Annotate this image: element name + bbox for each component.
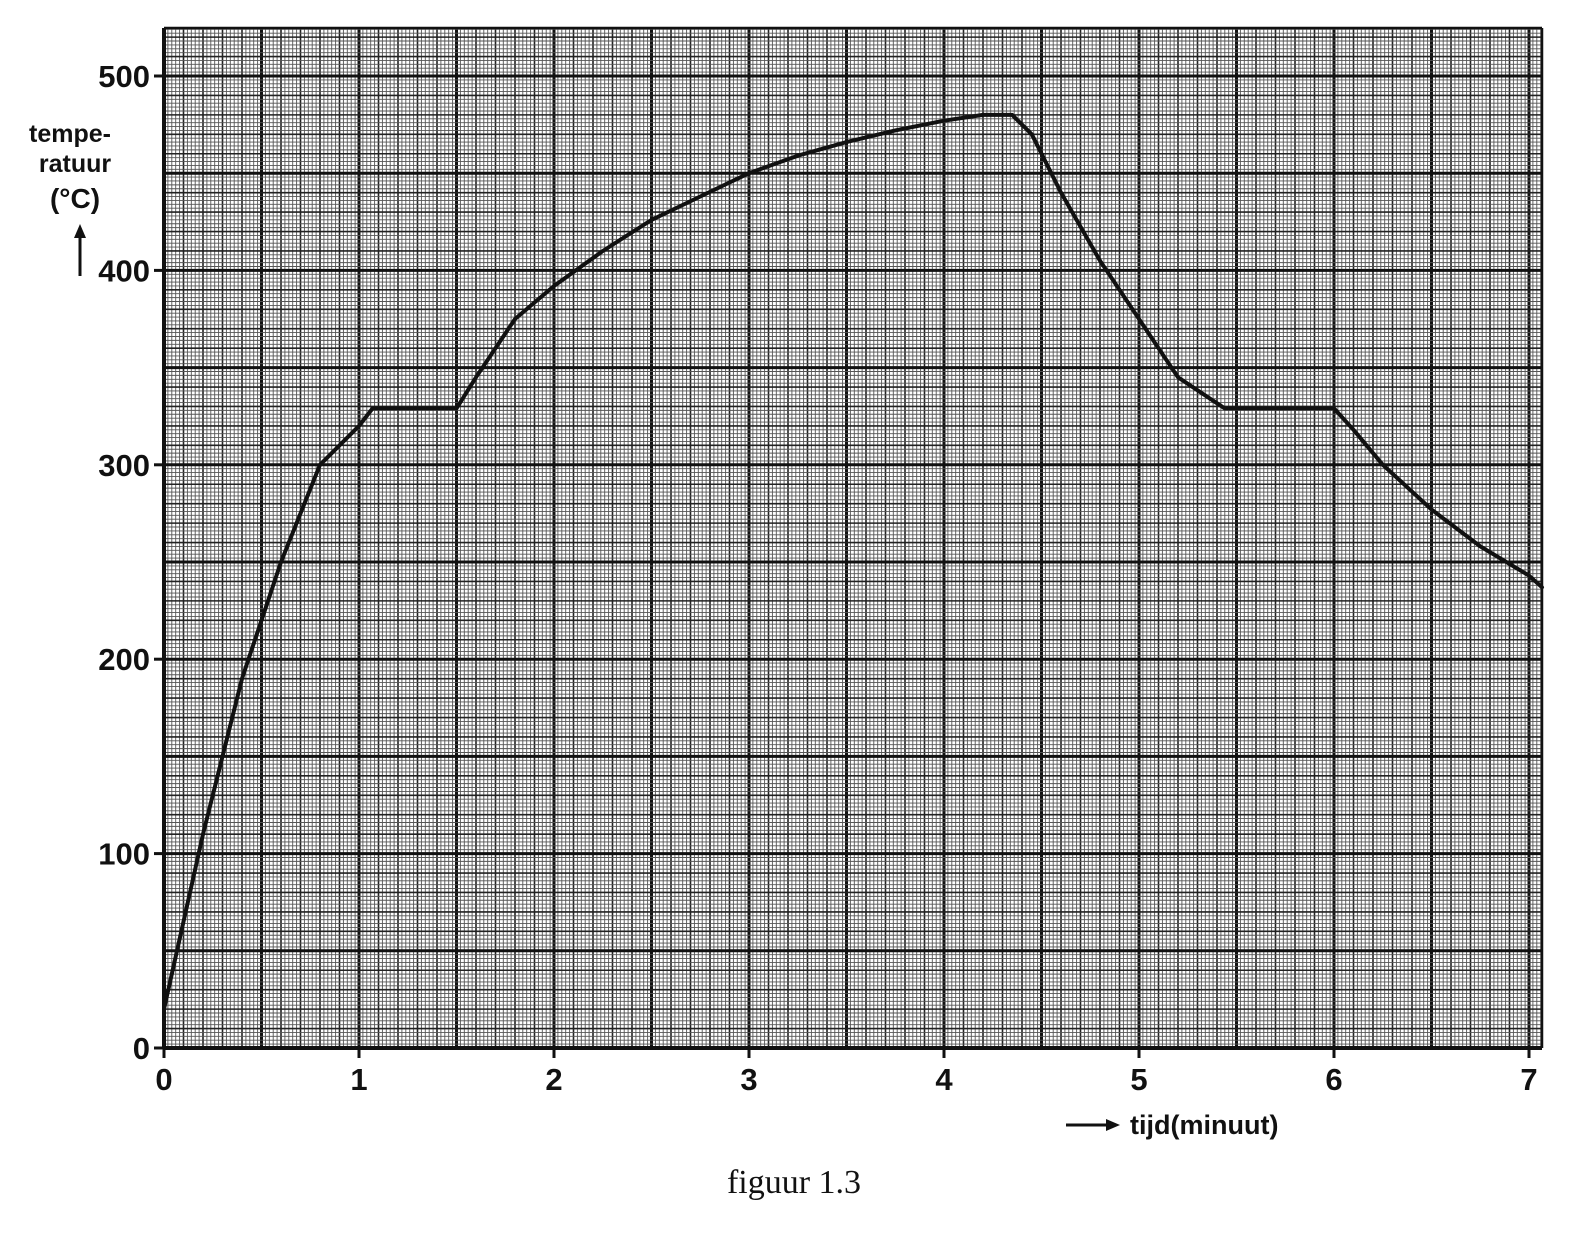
x-axis-arrow-head-icon [1106, 1119, 1120, 1131]
y-tick-labels: 0 100 200 300 400 500 [98, 59, 164, 1066]
y-axis-title-line-3: (°C) [50, 183, 100, 214]
x-tick-label: 0 [155, 1062, 172, 1097]
y-tick-label: 100 [98, 837, 150, 872]
y-tick-label: 400 [98, 253, 150, 288]
x-tick-label: 2 [545, 1062, 562, 1097]
x-tick-labels: 0 1 2 3 4 5 6 7 [155, 1048, 1538, 1097]
y-axis-title-line-2: ratuur [39, 150, 112, 178]
y-tick-label: 0 [133, 1031, 150, 1066]
x-axis-title-text: tijd(minuut) [1130, 1110, 1278, 1140]
x-tick-label: 5 [1130, 1062, 1147, 1097]
y-tick-label: 500 [98, 59, 150, 94]
x-tick-label: 6 [1325, 1062, 1342, 1097]
x-tick-label: 7 [1520, 1062, 1537, 1097]
y-tick-label: 200 [98, 642, 150, 677]
y-tick-label: 300 [98, 448, 150, 483]
y-axis-title: tempe- ratuur (°C) [29, 120, 111, 276]
x-tick-label: 3 [740, 1062, 757, 1097]
x-tick-label: 4 [935, 1062, 953, 1097]
y-axis-title-line-1: tempe- [29, 120, 111, 148]
y-axis-arrow-head-icon [74, 224, 86, 238]
grid [162, 26, 1544, 1050]
temperature-curve [162, 112, 1544, 1012]
figure-caption: figuur 1.3 [727, 1164, 861, 1201]
axes [162, 28, 1542, 1050]
x-axis-title: tijd(minuut) [1066, 1110, 1278, 1140]
x-tick-label: 1 [350, 1062, 367, 1097]
